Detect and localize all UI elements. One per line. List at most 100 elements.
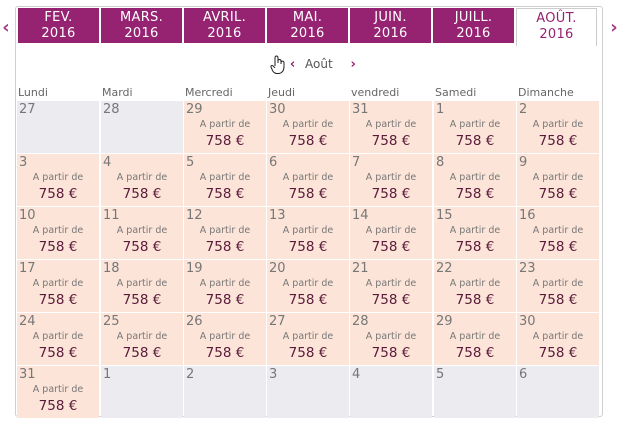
day-cell-available[interactable]: 29 A partir de 758 €: [434, 313, 516, 365]
month-tab-year: 2016: [41, 26, 76, 41]
day-cell-available[interactable]: 18 A partir de 758 €: [101, 260, 183, 312]
day-cell-available[interactable]: 7 A partir de 758 €: [350, 154, 432, 206]
day-cell-available[interactable]: 14 A partir de 758 €: [350, 207, 432, 259]
prev-months-arrow-icon[interactable]: ‹: [2, 17, 10, 38]
price-from-label: A partir de: [116, 225, 168, 236]
price-from-label: A partir de: [365, 119, 417, 130]
nav-prev-month[interactable]: ‹: [289, 57, 296, 72]
day-cell-available[interactable]: 17 A partir de 758 €: [17, 260, 99, 312]
price-from-label: A partir de: [449, 278, 501, 289]
day-cell-available[interactable]: 9 A partir de 758 €: [517, 154, 599, 206]
day-number: 10: [19, 208, 36, 223]
price-from-label: A partir de: [532, 172, 584, 183]
month-navigation: ‹ Août ›: [270, 54, 356, 74]
price-value: 758 €: [122, 239, 162, 255]
day-cell-unavailable: 1: [101, 366, 183, 418]
month-tab-month: JUILL.: [454, 10, 493, 25]
price-value: 758 €: [205, 133, 245, 149]
day-cell-available[interactable]: 30 A partir de 758 €: [267, 101, 349, 153]
price-value: 758 €: [455, 133, 495, 149]
day-cell-available[interactable]: 26 A partir de 758 €: [184, 313, 266, 365]
price-from-label: A partir de: [282, 331, 334, 342]
month-tab-6[interactable]: AOÛT. 2016: [516, 8, 597, 46]
price-value: 758 €: [288, 133, 328, 149]
day-cell-available[interactable]: 5 A partir de 758 €: [184, 154, 266, 206]
day-cell-available[interactable]: 21 A partir de 758 €: [350, 260, 432, 312]
month-tab-3[interactable]: MAI. 2016: [267, 8, 348, 43]
day-cell-available[interactable]: 1 A partir de 758 €: [434, 101, 516, 153]
day-cell-available[interactable]: 25 A partir de 758 €: [101, 313, 183, 365]
day-cell-available[interactable]: 10 A partir de 758 €: [17, 207, 99, 259]
price-value: 758 €: [205, 345, 245, 361]
day-number: 31: [352, 102, 369, 117]
day-number: 15: [436, 208, 453, 223]
price-from-label: A partir de: [449, 331, 501, 342]
day-cell-available[interactable]: 11 A partir de 758 €: [101, 207, 183, 259]
price-from-label: A partir de: [199, 172, 251, 183]
day-number: 4: [103, 155, 112, 170]
day-cell-available[interactable]: 29 A partir de 758 €: [184, 101, 266, 153]
day-cell-available[interactable]: 31 A partir de 758 €: [17, 366, 99, 418]
day-number: 5: [186, 155, 195, 170]
month-tab-0[interactable]: FEV. 2016: [18, 8, 99, 43]
day-cell-available[interactable]: 20 A partir de 758 €: [267, 260, 349, 312]
price-from-label: A partir de: [365, 278, 417, 289]
month-tab-month: MAI.: [292, 10, 323, 25]
day-cell-unavailable: 6: [517, 366, 599, 418]
next-months-arrow-icon[interactable]: ›: [610, 17, 618, 38]
day-number: 16: [519, 208, 536, 223]
price-from-label: A partir de: [282, 278, 334, 289]
price-from-label: A partir de: [116, 278, 168, 289]
day-cell-unavailable: 27: [17, 101, 99, 153]
day-cell-available[interactable]: 28 A partir de 758 €: [350, 313, 432, 365]
day-cell-available[interactable]: 22 A partir de 758 €: [434, 260, 516, 312]
day-cell-available[interactable]: 12 A partir de 758 €: [184, 207, 266, 259]
day-cell-available[interactable]: 13 A partir de 758 €: [267, 207, 349, 259]
price-from-label: A partir de: [532, 278, 584, 289]
day-cell-available[interactable]: 19 A partir de 758 €: [184, 260, 266, 312]
price-value: 758 €: [38, 186, 78, 202]
day-cell-available[interactable]: 8 A partir de 758 €: [434, 154, 516, 206]
price-from-label: A partir de: [282, 225, 334, 236]
day-cell-available[interactable]: 27 A partir de 758 €: [267, 313, 349, 365]
day-number: 28: [352, 314, 369, 329]
price-value: 758 €: [538, 239, 578, 255]
month-tab-month: MARS.: [119, 10, 164, 25]
day-number: 7: [352, 155, 361, 170]
day-cell-available[interactable]: 4 A partir de 758 €: [101, 154, 183, 206]
day-cell-available[interactable]: 3 A partir de 758 €: [17, 154, 99, 206]
day-cell-available[interactable]: 24 A partir de 758 €: [17, 313, 99, 365]
month-tab-4[interactable]: JUIN. 2016: [350, 8, 431, 43]
day-number: 1: [103, 367, 112, 382]
price-value: 758 €: [122, 345, 162, 361]
price-from-label: A partir de: [449, 172, 501, 183]
price-from-label: A partir de: [116, 331, 168, 342]
month-tab-month: JUIN.: [374, 10, 407, 25]
day-cell-available[interactable]: 16 A partir de 758 €: [517, 207, 599, 259]
nav-next-month[interactable]: ›: [350, 57, 356, 72]
day-number: 25: [103, 314, 120, 329]
day-number: 2: [186, 367, 195, 382]
weekday-label: vendredi: [351, 86, 400, 99]
month-tab-year: 2016: [456, 26, 491, 41]
day-cell-available[interactable]: 31 A partir de 758 €: [350, 101, 432, 153]
day-cell-available[interactable]: 15 A partir de 758 €: [434, 207, 516, 259]
day-number: 3: [269, 367, 278, 382]
day-cell-available[interactable]: 23 A partir de 758 €: [517, 260, 599, 312]
day-cell-available[interactable]: 30 A partir de 758 €: [517, 313, 599, 365]
month-tab-5[interactable]: JUILL. 2016: [433, 8, 514, 43]
day-cell-unavailable: 4: [350, 366, 432, 418]
price-value: 758 €: [288, 186, 328, 202]
month-tab-month: FEV.: [44, 10, 73, 25]
day-number: 27: [19, 102, 36, 117]
day-cell-available[interactable]: 6 A partir de 758 €: [267, 154, 349, 206]
month-tab-1[interactable]: MARS. 2016: [101, 8, 182, 43]
price-value: 758 €: [38, 345, 78, 361]
price-value: 758 €: [455, 186, 495, 202]
month-tab-2[interactable]: AVRIL. 2016: [184, 8, 265, 43]
day-number: 3: [19, 155, 28, 170]
day-cell-available[interactable]: 2 A partir de 758 €: [517, 101, 599, 153]
day-number: 14: [352, 208, 369, 223]
price-from-label: A partir de: [32, 172, 84, 183]
day-cell-unavailable: 5: [434, 366, 516, 418]
